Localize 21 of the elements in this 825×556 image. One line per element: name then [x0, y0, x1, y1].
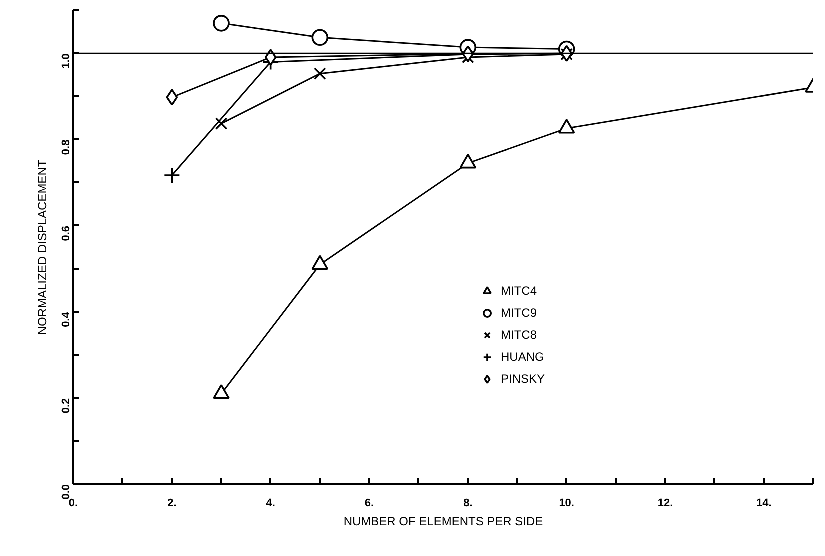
- legend-label: MITC8: [501, 328, 537, 342]
- y-tick-label: 1.0: [60, 54, 72, 69]
- legend-label: HUANG: [501, 350, 544, 364]
- y-tick-label: 0.8: [60, 140, 72, 156]
- x-tick-label: 6.: [364, 498, 374, 510]
- y-tick-label: 0.4: [60, 311, 72, 328]
- y-axis-title: NORMALIZED DISPLACEMENT: [36, 159, 50, 336]
- x-axis-title: NUMBER OF ELEMENTS PER SIDE: [344, 514, 544, 528]
- x-tick-label: 8.: [464, 498, 473, 510]
- y-tick-label: 0.2: [60, 398, 72, 414]
- x-tick-label: 4.: [266, 498, 276, 510]
- legend-label: PINSKY: [501, 372, 546, 386]
- x-tick-label: 14.: [756, 498, 772, 510]
- x-tick-label: 0.: [68, 498, 78, 510]
- legend-label: MITC4: [501, 284, 537, 298]
- x-tick-label: 2.: [168, 498, 177, 510]
- y-tick-label: 0.0: [60, 484, 72, 500]
- y-tick-label: 0.6: [60, 226, 72, 242]
- x-tick-label: 12.: [658, 498, 674, 510]
- x-tick-label: 10.: [559, 498, 574, 510]
- legend-label: MITC9: [501, 306, 537, 320]
